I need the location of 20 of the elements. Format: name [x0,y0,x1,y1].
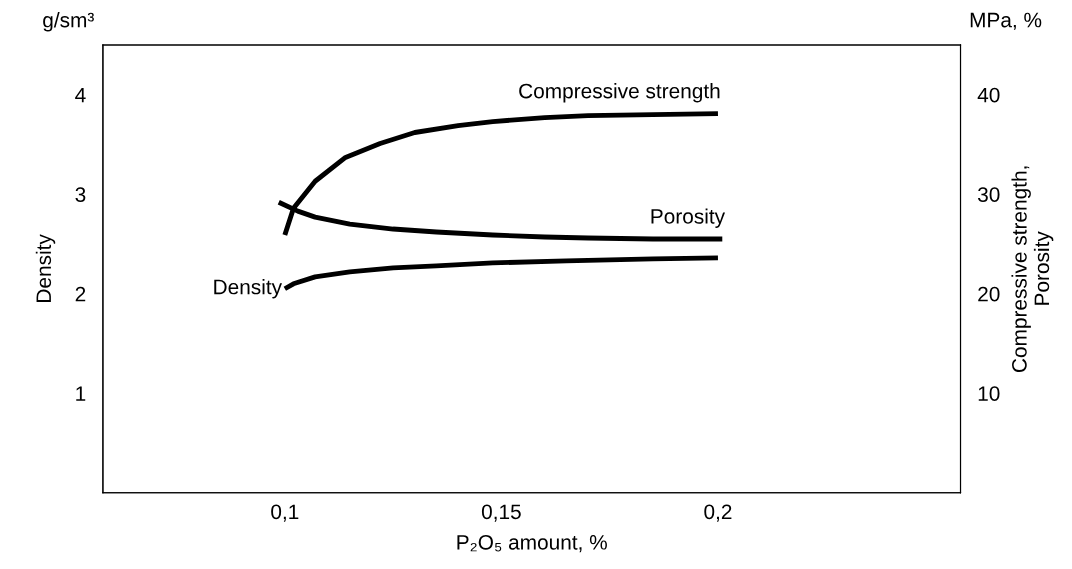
y-tick-label: 4 [75,87,86,103]
series-label: Porosity [651,208,726,228]
text: MPa, % [970,12,1042,30]
y-tick-label: 1 [76,386,86,401]
y-tick-label: 3 [75,187,86,202]
x-axis-title: P₂O₅ amount, % [457,534,607,553]
y-tick-label: 2 [75,286,86,302]
y-axis-title: Density [35,234,56,302]
y2-tick-label: 20 [978,286,1000,302]
series-label: Compressive strength [519,83,720,103]
text: g/sm³ [43,12,94,32]
x-tick-label: 0,15 [481,504,521,522]
y2-tick-label: 40 [977,87,1000,103]
y2-tick-label: 30 [977,187,1000,202]
series-label: Density [214,279,283,299]
line-series [282,255,721,292]
y2-tick-label: 10 [978,386,1000,401]
x-tick-label: 0,1 [271,504,299,522]
y2-axis-title: Compressive strength, Porosity [1011,166,1054,372]
x-tick-label: 0,2 [704,504,732,522]
